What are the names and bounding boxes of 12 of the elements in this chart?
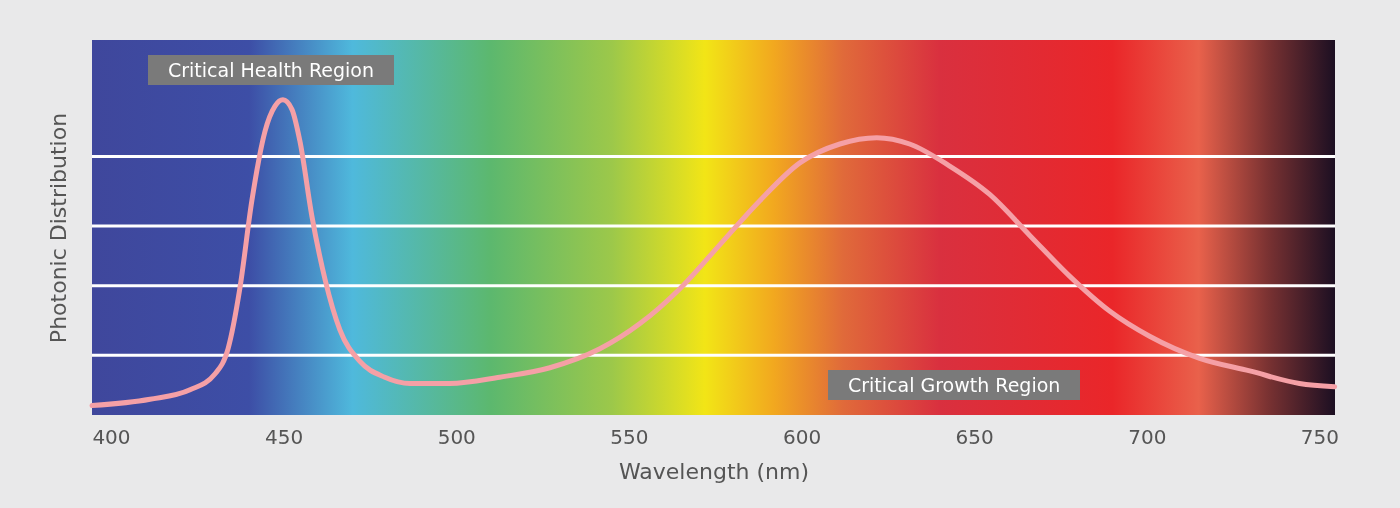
text: Critical Health Region bbox=[148, 55, 394, 85]
x-axis-title: Wavelength (nm) bbox=[618, 458, 810, 484]
x-tick-label: 400 bbox=[92, 424, 131, 449]
x-tick-label: 650 bbox=[955, 424, 994, 449]
x-tick-label: 750 bbox=[1300, 424, 1340, 449]
annotation: Critical Growth Region bbox=[828, 370, 1081, 400]
x-tick-label: 700 bbox=[1128, 424, 1167, 449]
y-axis-title: Photonic Distribution bbox=[45, 112, 71, 344]
x-tick-label: 550 bbox=[610, 424, 649, 449]
x-tick-label: 500 bbox=[437, 424, 476, 449]
x-tick-label: 450 bbox=[265, 424, 304, 449]
x-tick-label: 600 bbox=[782, 424, 822, 449]
